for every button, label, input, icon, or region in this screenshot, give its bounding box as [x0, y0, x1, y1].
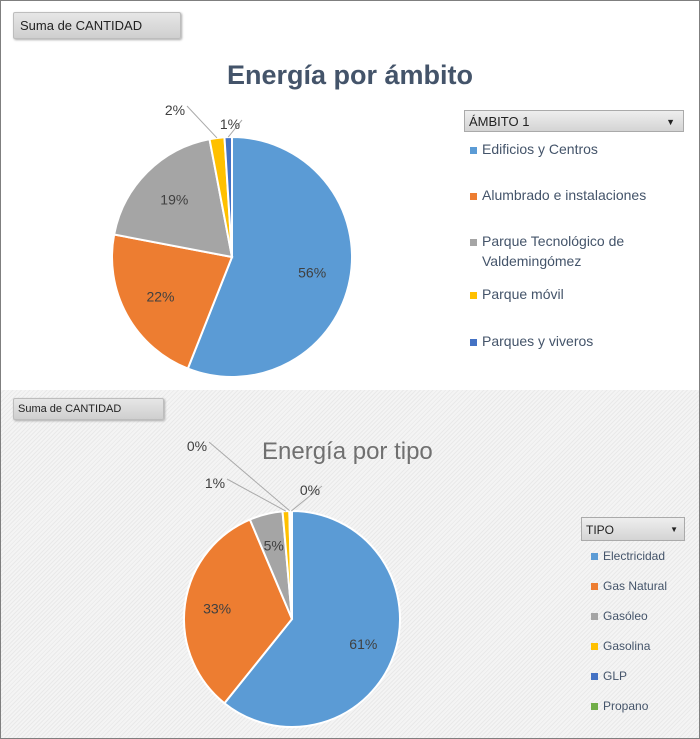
legend-label: Gas Natural [603, 579, 668, 593]
chart-title-top: Energía por ámbito [226, 60, 474, 90]
chart-panel-ambito [1, 1, 699, 388]
pie-slice[interactable] [111, 233, 234, 370]
legend-item[interactable]: Propano [591, 696, 693, 716]
legend-item[interactable]: Edificios y Centros [470, 139, 700, 159]
pie-slice[interactable] [223, 509, 401, 728]
leader-line [226, 478, 287, 512]
legend-label: Parques y viveros [482, 333, 594, 349]
legend-swatch [591, 553, 598, 561]
data-label: 5% [264, 538, 284, 554]
legend-item[interactable]: Gasolina [591, 636, 693, 656]
legend-swatch [470, 192, 477, 200]
data-label: 33% [203, 601, 231, 617]
legend-title: ÁMBITO 1 [469, 114, 530, 129]
legend-item[interactable]: Electricidad [591, 546, 693, 566]
legend-item[interactable]: Parques y viveros [470, 331, 700, 351]
field-button-top[interactable]: Suma de CANTIDAD [13, 12, 181, 39]
field-button-bottom[interactable]: Suma de CANTIDAD [13, 398, 164, 420]
legend-label: Propano [603, 699, 649, 713]
legend-title: TIPO [586, 523, 615, 537]
legend-filter-ambito[interactable]: ÁMBITO 1 ▼ [464, 110, 684, 132]
data-label: 0% [187, 438, 207, 454]
legend-swatch [470, 338, 477, 346]
leader-line [227, 119, 243, 138]
data-label: 1% [220, 116, 240, 132]
pie-slice[interactable] [186, 135, 353, 378]
pie-slice[interactable] [112, 137, 234, 259]
data-label: 56% [298, 264, 326, 280]
data-label: 22% [146, 288, 174, 304]
data-label: 0% [300, 482, 320, 498]
legend-label: Alumbrado e instalaciones [482, 187, 647, 203]
legend-label: GLP [603, 669, 628, 683]
dropdown-arrow-icon: ▼ [670, 525, 678, 534]
legend-label: Parque Tecnológico de Valdemingómez [482, 233, 625, 269]
legend-swatch [591, 643, 598, 651]
data-label: 1% [205, 475, 225, 491]
pie-slice[interactable] [183, 518, 294, 705]
legend-item[interactable]: Gas Natural [591, 576, 693, 596]
legend-swatch [470, 291, 477, 299]
data-label: 61% [349, 636, 377, 652]
legend-item[interactable]: Parque móvil [470, 284, 700, 304]
legend-swatch [470, 238, 477, 246]
legend-swatch [591, 583, 598, 591]
legend-swatch [591, 703, 598, 711]
dropdown-arrow-icon: ▼ [666, 117, 675, 127]
legend-label: Gasóleo [603, 609, 648, 623]
legend-item[interactable]: Parque Tecnológico de Valdemingómez [470, 231, 700, 271]
leader-line [186, 105, 218, 139]
legend-label: Gasolina [603, 639, 651, 653]
pie-slice[interactable] [223, 135, 233, 258]
legend-label: Electricidad [603, 549, 666, 563]
legend-label: Parque móvil [482, 286, 564, 302]
legend-filter-tipo[interactable]: TIPO ▼ [581, 517, 685, 541]
legend-swatch [591, 673, 598, 681]
legend-item[interactable]: GLP [591, 666, 693, 686]
leader-line [208, 441, 291, 512]
data-label: 2% [165, 102, 185, 118]
leader-line [291, 485, 323, 512]
legend-item[interactable]: Gasóleo [591, 606, 693, 626]
chart-title-bottom: Energía por tipo [262, 438, 433, 465]
legend-swatch [591, 613, 598, 621]
legend-item[interactable]: Alumbrado e instalaciones [470, 185, 700, 205]
legend-label: Edificios y Centros [482, 141, 598, 157]
data-label: 19% [160, 191, 188, 207]
legend-swatch [470, 146, 477, 154]
